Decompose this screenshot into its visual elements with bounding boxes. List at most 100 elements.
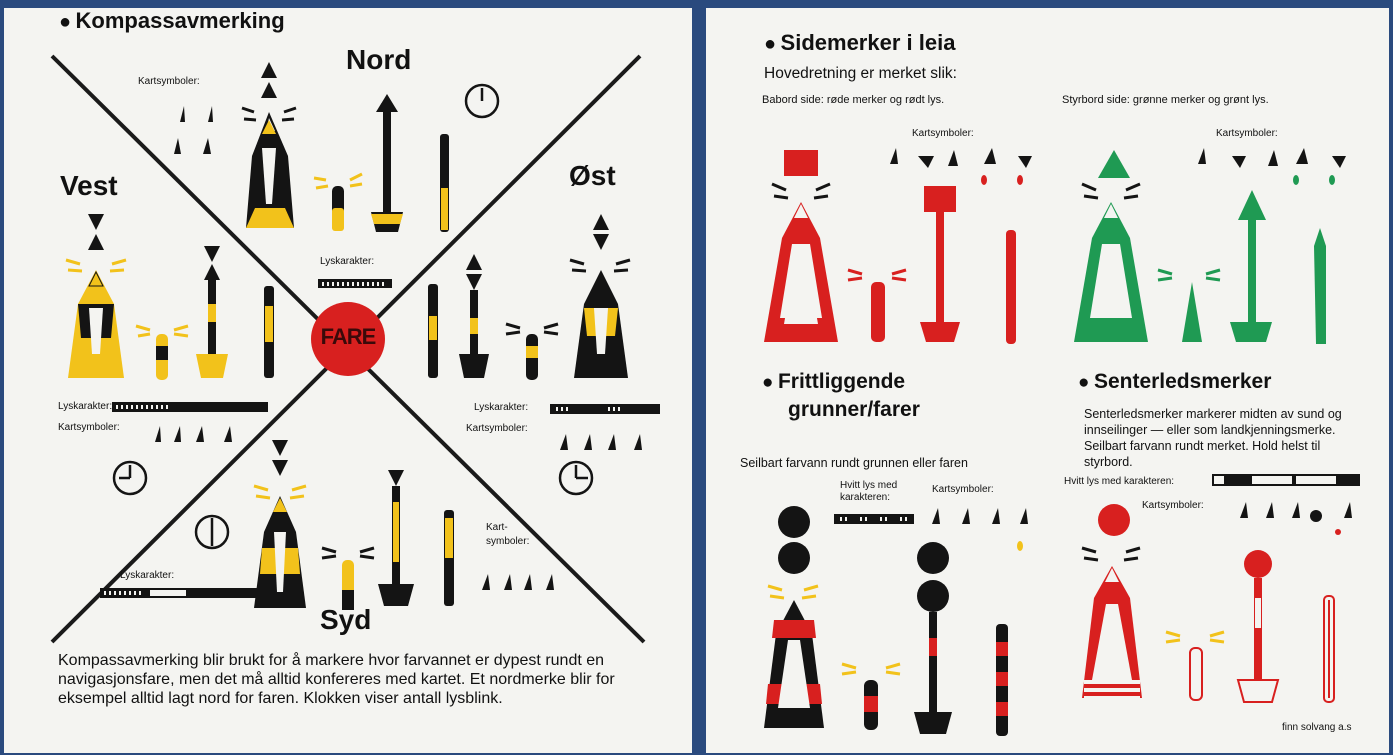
- south-light-strip: [100, 588, 276, 598]
- isolated-light-rays: [767, 584, 819, 600]
- south-chart-symbols-label-2: symboler:: [486, 536, 530, 547]
- lateral-marks-drawing: [764, 148, 1360, 736]
- port-spar-buoy-icon: [847, 268, 907, 342]
- safe-light-strip: [1212, 474, 1360, 486]
- south-beacon-icon: [444, 510, 454, 606]
- starboard-light-rays: [1081, 182, 1141, 200]
- east-buoy-icon: [574, 270, 628, 378]
- safe-spar-buoy-icon: [1165, 630, 1225, 701]
- isolated-chart-symbols-icon: [932, 508, 1028, 551]
- south-chart-symbols-label-1: Kart-: [486, 522, 508, 533]
- east-spar-buoy-icon: [505, 322, 559, 380]
- safe-water-buoy-icon: [1082, 566, 1142, 698]
- port-pillar-buoy-icon: [920, 186, 960, 342]
- isolated-beacon-icon: [996, 624, 1008, 736]
- west-chart-symbols-label: Kartsymboler:: [58, 422, 120, 433]
- safe-beacon-icon: [1323, 595, 1335, 703]
- east-label: Øst: [569, 160, 616, 191]
- side-marks-title: Sidemerker i leia: [780, 30, 956, 55]
- east-light-label: Lyskarakter:: [474, 402, 529, 413]
- isolated-light-label-1: Hvitt lys med: [840, 480, 898, 491]
- starboard-text: Styrbord side: grønne merker og grønt ly…: [1062, 94, 1269, 106]
- lateral-marks-panel: ● Sidemerker i leia Hovedretning er merk…: [706, 8, 1389, 753]
- isolated-light-label-2: karakteren:: [840, 492, 891, 503]
- starboard-spar-buoy-icon: [1157, 268, 1221, 342]
- isolated-title-2: grunner/farer: [788, 398, 920, 421]
- safe-chart-symbols-label: Kartsymboler:: [1142, 500, 1204, 511]
- north-light-rays: [241, 106, 297, 122]
- bullet-icon: ●: [762, 372, 774, 393]
- north-beacon-icon: [440, 134, 449, 232]
- safe-pillar-buoy-icon: [1236, 550, 1280, 703]
- starboard-beacon-icon: [1314, 228, 1326, 344]
- safe-light-rays: [1081, 546, 1141, 562]
- danger-badge: [311, 302, 385, 376]
- south-topmark: [272, 440, 288, 476]
- safe-water-text: Senterledsmerker markerer midten av sund…: [1084, 407, 1342, 469]
- west-light-rays: [65, 258, 127, 273]
- isolated-spar-buoy-icon: [841, 662, 901, 730]
- isolated-light-strip: [834, 514, 914, 524]
- north-pillar-buoy-icon: [371, 94, 403, 232]
- bullet-icon: ●: [1078, 372, 1090, 393]
- compass-description: Kompassavmerking blir brukt for å marker…: [58, 652, 615, 707]
- north-buoy-icon: [246, 112, 294, 228]
- isolated-text: Seilbart farvann rundt grunnen eller far…: [740, 456, 968, 470]
- north-spar-buoy-icon: [313, 172, 363, 231]
- isolated-buoy-icon: [764, 600, 824, 728]
- east-beacon-icon: [428, 284, 438, 378]
- east-light-strip: [550, 404, 660, 414]
- east-clock-icon: [558, 460, 594, 496]
- port-text: Babord side: røde merker og rødt lys.: [762, 94, 945, 106]
- isolated-title-group: ● Frittliggende: [762, 370, 982, 395]
- isolated-topmark-lower: [778, 542, 810, 574]
- west-clock-icon: [112, 460, 148, 496]
- safe-chart-symbols-icon: [1240, 502, 1352, 535]
- starboard-chart-symbols-icon: [1198, 148, 1346, 185]
- east-chart-symbols-label: Kartsymboler:: [466, 423, 528, 434]
- south-light-label: Lyskarakter:: [120, 570, 175, 581]
- west-label: Vest: [60, 170, 118, 201]
- safe-water-title-group: ● Senterledsmerker: [1078, 370, 1271, 395]
- port-buoy-icon: [764, 202, 838, 342]
- publisher-credit: finn solvang a.s: [1282, 722, 1352, 733]
- isolated-chart-symbols-label: Kartsymboler:: [932, 484, 994, 495]
- bullet-icon: ●: [764, 33, 777, 55]
- port-beacon-icon: [1006, 230, 1016, 344]
- bullet-icon: ●: [59, 11, 72, 33]
- starboard-chart-symbols-label: Kartsymboler:: [1216, 128, 1278, 139]
- north-label: Nord: [346, 44, 412, 75]
- danger-badge-label: FARE: [320, 324, 377, 349]
- west-topmark: [88, 214, 104, 250]
- east-topmark: [593, 214, 609, 250]
- north-clock-icon: [464, 83, 500, 119]
- port-light-rays: [771, 182, 831, 200]
- side-marks-title-group: ● Sidemerker i leia: [764, 30, 955, 56]
- south-clock-icon: [194, 514, 230, 550]
- starboard-cone-topmark: [1098, 150, 1130, 178]
- east-chart-symbols-icon: [560, 434, 642, 450]
- east-light-rays: [569, 258, 631, 273]
- north-topmark: [261, 62, 277, 98]
- south-label: Syd: [320, 604, 372, 635]
- west-light-label: Lyskarakter:: [58, 401, 113, 412]
- north-chart-symbols-icon: [174, 106, 213, 154]
- compass-title: Kompassavmerking: [75, 8, 285, 33]
- west-buoy-icon: [68, 270, 124, 378]
- port-chart-symbols-label: Kartsymboler:: [912, 128, 974, 139]
- center-light-strip: [318, 279, 392, 288]
- safe-light-label: Hvitt lys med karakteren:: [1064, 476, 1175, 487]
- safe-water-topmark: [1098, 504, 1130, 536]
- south-pillar-buoy-icon: [378, 470, 414, 606]
- side-marks-subtitle: Hovedretning er merket slik:: [764, 65, 957, 82]
- east-pillar-buoy-icon: [459, 254, 489, 378]
- port-chart-symbols-icon: [890, 148, 1032, 185]
- compass-marks-panel: ● Kompassavmerking Nord Vest Øst Syd FAR…: [4, 8, 692, 753]
- west-beacon-icon: [264, 286, 274, 378]
- port-can-topmark: [784, 150, 818, 176]
- safe-water-title: Senterledsmerker: [1093, 370, 1272, 393]
- south-chart-symbols-icon: [482, 574, 554, 590]
- isolated-topmark-upper: [778, 506, 810, 538]
- compass-marks-drawing: [50, 54, 660, 644]
- starboard-buoy-icon: [1074, 202, 1148, 342]
